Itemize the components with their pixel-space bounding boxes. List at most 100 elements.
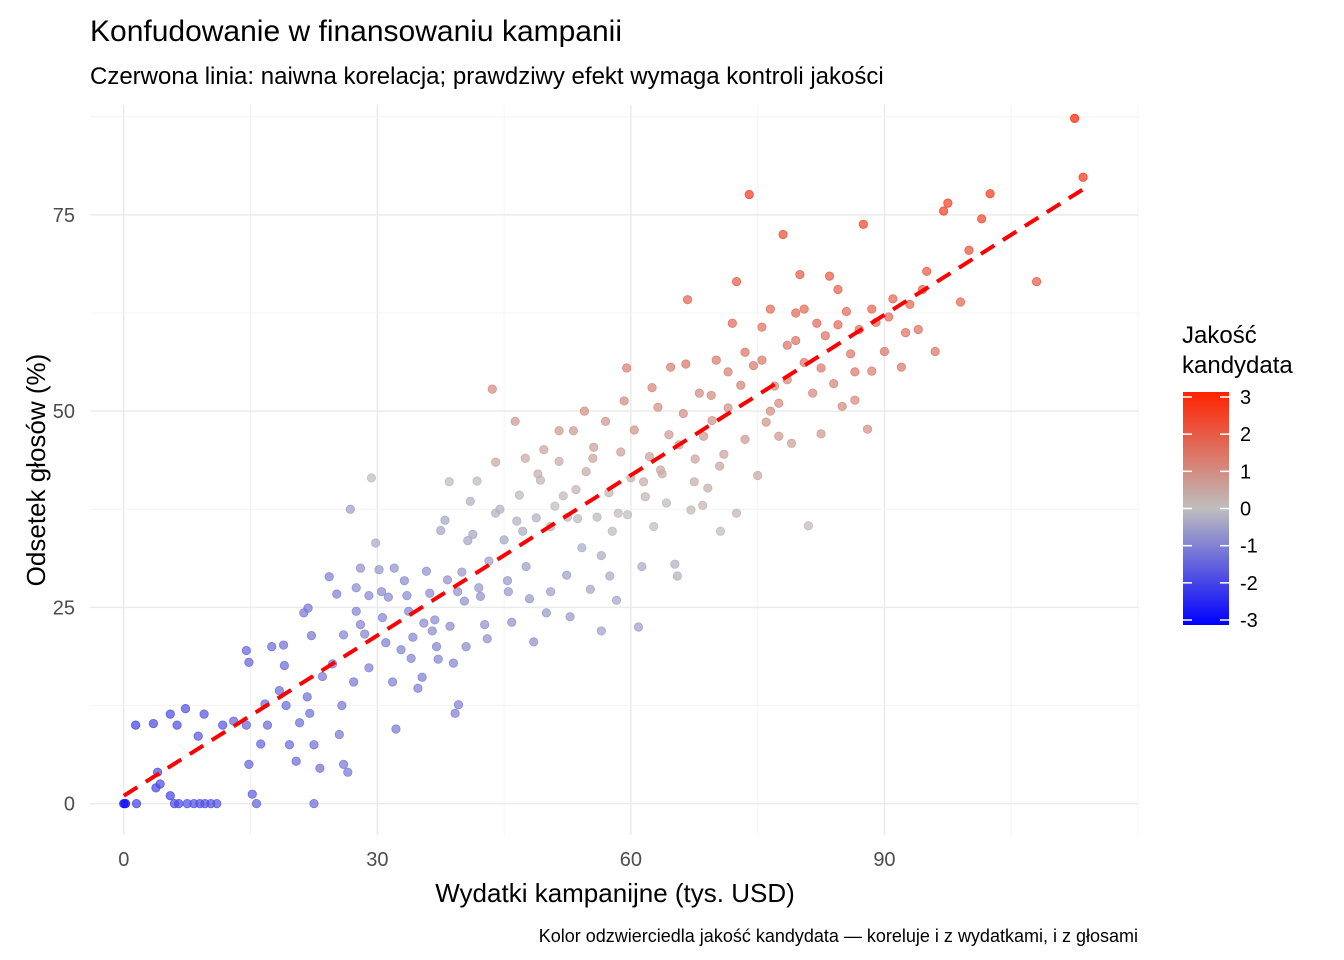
scatter-point	[487, 384, 497, 394]
scatter-point	[592, 512, 602, 522]
legend-title: Jakość kandydata	[1182, 322, 1293, 379]
scatter-point	[647, 382, 657, 393]
scatter-point	[600, 416, 611, 426]
scatter-point	[502, 576, 513, 586]
scatter-point	[499, 535, 509, 545]
scatter-point	[653, 402, 663, 412]
scatter-point	[723, 403, 733, 413]
scatter-point	[315, 763, 325, 773]
scatter-point	[715, 461, 725, 471]
scatter-point	[399, 576, 409, 586]
scatter-point	[294, 718, 305, 728]
scatter-point	[281, 700, 291, 711]
scatter-point	[939, 206, 949, 216]
scatter-point	[457, 567, 467, 577]
scatter-point	[533, 469, 543, 479]
scatter-point	[913, 324, 923, 335]
scatter-point	[387, 677, 398, 687]
scatter-point	[436, 525, 446, 536]
scatter-point	[309, 799, 319, 809]
scatter-point	[782, 340, 792, 350]
scatter-point	[829, 379, 839, 389]
scatter-point	[419, 618, 429, 628]
scatter-point	[748, 361, 759, 371]
scatter-point	[324, 572, 334, 582]
scatter-point	[383, 592, 393, 602]
scatter-point	[274, 685, 284, 696]
x-axis-ticks: 0 30 60 90	[118, 849, 895, 871]
legend-title-line: kandydata	[1182, 352, 1293, 379]
scatter-point	[256, 739, 266, 749]
scatter-point	[180, 704, 191, 714]
scatter-point	[491, 508, 501, 518]
scatter-point	[682, 295, 693, 305]
scatter-point	[317, 671, 328, 682]
scatter-point	[241, 645, 251, 656]
scatter-point	[334, 729, 344, 740]
scatter-point	[765, 406, 775, 416]
scatter-point	[172, 720, 182, 730]
y-tick-label: 75	[53, 205, 75, 227]
scatter-point	[512, 516, 522, 526]
scatter-point	[655, 465, 666, 475]
scatter-point	[622, 510, 633, 520]
scatter-point	[607, 526, 617, 536]
scatter-point	[381, 638, 391, 648]
scatter-point	[349, 677, 359, 687]
scatter-point	[279, 660, 289, 671]
scatter-point	[546, 587, 556, 597]
scatter-point	[550, 501, 560, 511]
scatter-point	[703, 483, 713, 493]
scatter-point	[613, 508, 623, 518]
scatter-point	[689, 477, 699, 487]
scatter-point	[577, 543, 587, 553]
scatter-point	[649, 521, 659, 532]
scatter-point	[262, 720, 273, 730]
scatter-point	[706, 390, 716, 401]
scatter-point	[579, 406, 590, 416]
chart-title: Konfudowanie w finansowaniu kampanii	[90, 15, 622, 48]
scatter-point	[193, 731, 203, 741]
scatter-point	[698, 500, 708, 510]
scatter-point	[841, 306, 852, 317]
scatter-point	[1031, 277, 1042, 287]
scatter-point	[468, 529, 478, 539]
scatter-point	[521, 561, 531, 572]
scatter-point	[661, 498, 672, 508]
scatter-point	[678, 408, 688, 419]
scatter-point	[267, 642, 277, 652]
scatter-point	[715, 526, 726, 536]
scatter-point	[850, 395, 860, 405]
scatter-point	[596, 626, 606, 636]
scatter-point	[562, 570, 572, 580]
scatter-point	[736, 380, 746, 390]
scatter-point	[740, 434, 750, 444]
scatter-point	[977, 214, 987, 224]
scatter-point	[666, 362, 676, 372]
scatter-point	[558, 491, 568, 501]
scatter-point	[589, 442, 599, 452]
scatter-point	[374, 565, 384, 575]
scatter-point	[850, 367, 860, 377]
scatter-point	[402, 590, 412, 601]
scatter-point	[694, 388, 704, 398]
scatter-point	[896, 362, 906, 372]
scatter-point	[430, 615, 440, 625]
y-axis-ticks: 0 25 50 75	[53, 205, 75, 816]
scatter-point	[531, 513, 541, 523]
scatter-point	[867, 304, 877, 314]
scatter-point	[364, 663, 374, 673]
scatter-point	[360, 629, 370, 639]
scatter-point	[218, 720, 228, 730]
scatter-point	[377, 612, 388, 623]
y-tick-label: 25	[53, 597, 75, 619]
scatter-point	[719, 449, 729, 459]
x-tick-label: 30	[366, 849, 388, 871]
legend-tick-label: -2	[1240, 573, 1258, 595]
scatter-point	[371, 538, 381, 548]
scatter-point	[351, 583, 361, 593]
scatter-point	[427, 626, 437, 636]
scatter-point	[681, 359, 691, 369]
scatter-point	[131, 799, 142, 809]
scatter-point	[520, 453, 530, 463]
